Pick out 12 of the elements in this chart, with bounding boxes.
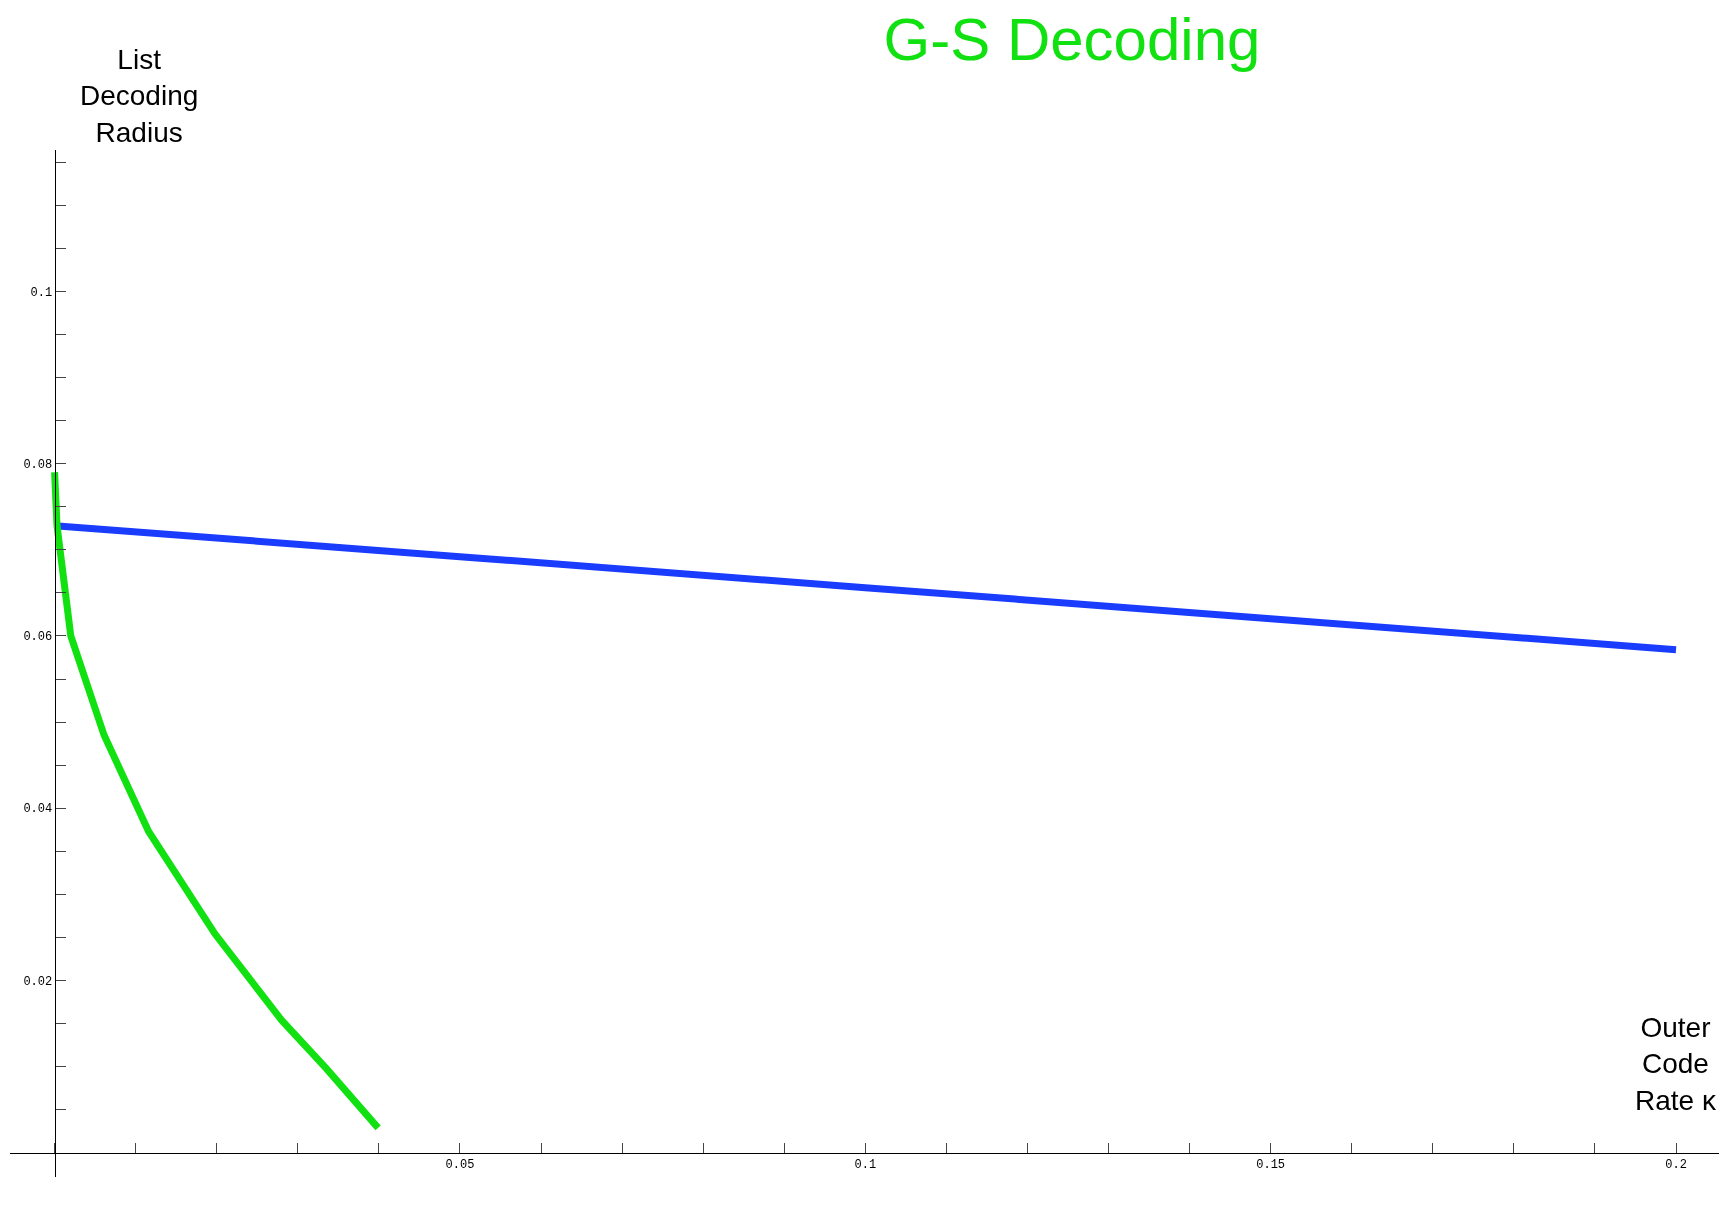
x-axis-title: Outer Code Rate κ (1635, 1012, 1717, 1116)
y-axis-title: List Decoding Radius (80, 44, 199, 148)
y-tick-label: 0.02 (23, 974, 53, 989)
y-tick-label: 0.06 (23, 630, 53, 645)
x-tick-label: 0.15 (1256, 1158, 1286, 1173)
chart-title: G-S Decoding (883, 6, 1261, 74)
x-tick-label: 0.05 (445, 1158, 475, 1173)
x-tick-label: 0.1 (854, 1158, 877, 1173)
y-tick-label: 0.08 (23, 457, 53, 472)
x-tick-label: 0.2 (1665, 1158, 1687, 1173)
y-tick-label: 0.1 (30, 285, 53, 300)
y-tick-label: 0.04 (23, 802, 53, 817)
